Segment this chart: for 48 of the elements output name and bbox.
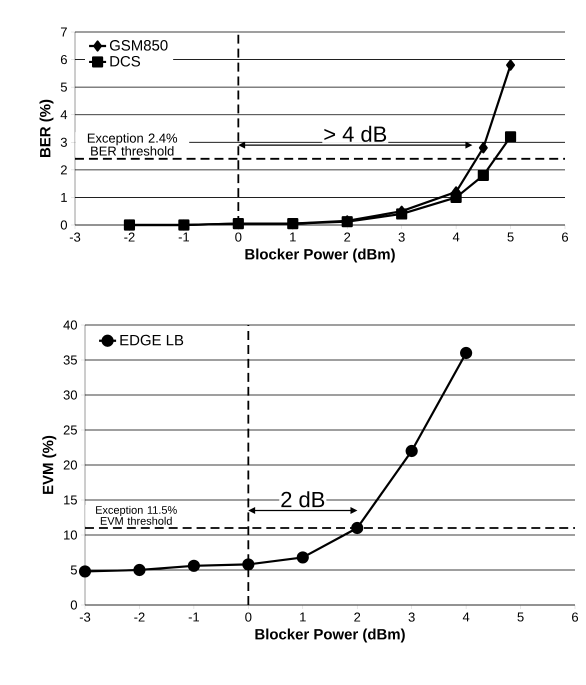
y-tick-label: 35 <box>64 355 77 365</box>
y-tick-label: 6 <box>60 54 67 64</box>
x-tick-label: 6 <box>562 232 568 242</box>
x-tick-label: 6 <box>572 612 578 622</box>
x-tick-label: 0 <box>235 232 242 242</box>
x-axis-title: Blocker Power (dBm) <box>255 628 405 642</box>
x-tick-label: 3 <box>398 232 405 242</box>
x-tick-label: 5 <box>517 612 524 622</box>
ref-line-label: Exception 11.5% EVM threshold <box>96 506 177 525</box>
y-tick-label: 1 <box>61 192 67 202</box>
legend-label: GSM850 <box>110 40 168 51</box>
x-tick-label: 2 <box>354 612 360 622</box>
y-tick-label: 2 <box>60 165 67 174</box>
x-tick-label: 4 <box>452 232 460 242</box>
y-tick-label: 3 <box>60 138 67 147</box>
x-tick-label: 3 <box>408 612 415 622</box>
y-axis-title: EVM (%) <box>42 436 56 494</box>
y-tick-label: 0 <box>60 220 67 230</box>
y-tick-label: 5 <box>60 82 67 92</box>
x-tick-label: -1 <box>178 232 190 242</box>
x-tick-label: 0 <box>245 612 252 622</box>
x-tick-label: -1 <box>188 612 200 622</box>
x-tick-label: -3 <box>70 232 80 242</box>
x-tick-label: 1 <box>290 232 296 242</box>
x-axis-title: Blocker Power (dBm) <box>245 248 395 262</box>
ref-line-label: Exception 2.4% BER threshold <box>88 133 178 156</box>
x-tick-label: -2 <box>134 612 145 622</box>
y-tick-label: 15 <box>64 495 77 505</box>
y-tick-label: 7 <box>60 28 67 36</box>
legend-label: EDGE LB <box>120 334 184 346</box>
x-tick-label: 1 <box>300 612 306 622</box>
y-axis-title: BER (%) <box>40 100 54 157</box>
x-tick-label: 4 <box>462 612 470 622</box>
y-tick-label: 20 <box>64 460 77 470</box>
y-tick-label: 40 <box>63 320 77 330</box>
legend-label: DCS <box>110 56 140 67</box>
y-tick-label: 10 <box>64 530 77 540</box>
y-tick-label: 4 <box>60 110 68 120</box>
y-tick-label: 0 <box>70 600 77 610</box>
y-tick-label: 30 <box>64 390 77 400</box>
annotation: 2 dB <box>281 491 324 508</box>
x-tick-label: 2 <box>344 232 350 242</box>
x-tick-label: 5 <box>507 232 514 242</box>
annotation: > 4 dB <box>324 126 386 142</box>
x-tick-label: -2 <box>124 232 135 242</box>
y-tick-label: 5 <box>70 565 77 575</box>
x-tick-label: -3 <box>80 612 90 622</box>
y-tick-label: 25 <box>64 425 77 435</box>
